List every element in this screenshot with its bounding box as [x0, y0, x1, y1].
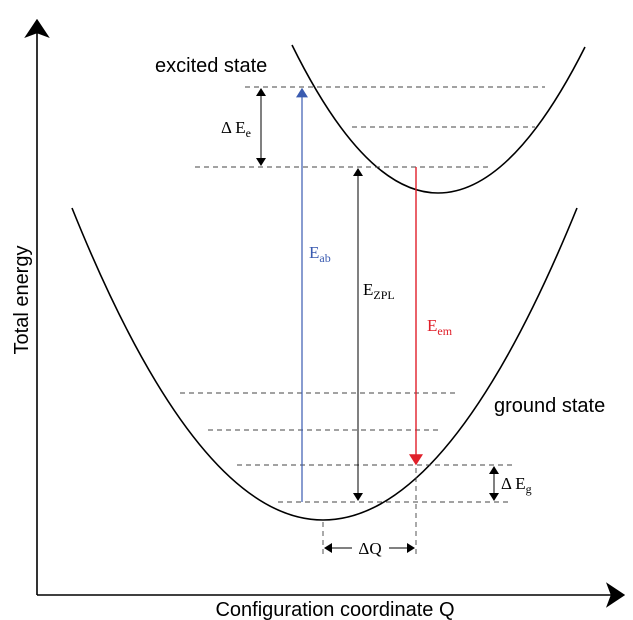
e-ab-label: Eab — [309, 243, 331, 265]
excited-curve — [291, 44, 586, 194]
ground-label: ground state — [494, 395, 605, 417]
label-part: g — [526, 482, 532, 496]
label-part: E — [309, 243, 319, 262]
levels — [180, 86, 545, 555]
label-part: em — [437, 324, 452, 338]
excited-label: excited state — [155, 55, 267, 77]
label-part: ZPL — [373, 288, 394, 302]
label-part: E — [427, 316, 437, 335]
e-zpl-label: EZPL — [363, 280, 395, 302]
e-em-label: Eem — [427, 316, 453, 338]
delta-ee-label: Δ Ee — [221, 118, 251, 140]
delta-eg-label: Δ Eg — [501, 474, 532, 496]
label-part: ab — [319, 251, 330, 265]
x-axis-label: Configuration coordinate Q — [215, 599, 454, 620]
label-part: E — [363, 280, 373, 299]
label-part: e — [246, 126, 251, 140]
y-axis-label: Total energy — [11, 246, 33, 355]
ground-curve — [71, 207, 578, 521]
label-part: Δ E — [501, 474, 526, 493]
delta-q-label: ΔQ — [358, 539, 381, 558]
label-part: Δ E — [221, 118, 246, 137]
